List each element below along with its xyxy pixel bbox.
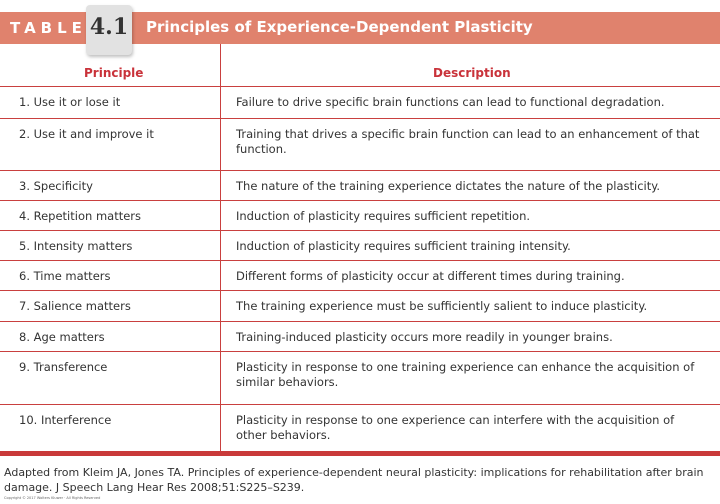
table-body: 1. Use it or lose it Failure to drive spe… bbox=[0, 86, 720, 451]
principle-cell: 5. Intensity matters bbox=[19, 239, 133, 253]
table-row: 2. Use it and improve it Training that dr… bbox=[0, 118, 720, 170]
principle-cell: 4. Repetition matters bbox=[19, 209, 142, 223]
description-cell: The training experience must be sufficie… bbox=[236, 299, 648, 313]
table-row: 4. Repetition matters Induction of plasti… bbox=[0, 200, 720, 230]
description-cell: Training that drives a specific brain fu… bbox=[236, 127, 700, 156]
table-row: 6. Time matters Different forms of plasti… bbox=[0, 260, 720, 290]
table-label: TABLE bbox=[10, 19, 87, 37]
table-row: 1. Use it or lose it Failure to drive spe… bbox=[0, 86, 720, 118]
column-header-principle: Principle bbox=[84, 66, 144, 80]
description-cell: Failure to drive specific brain function… bbox=[236, 95, 665, 109]
citation: Adapted from Kleim JA, Jones TA. Princip… bbox=[4, 466, 704, 494]
table-row: 5. Intensity matters Induction of plastic… bbox=[0, 230, 720, 260]
principle-cell: 8. Age matters bbox=[19, 330, 105, 344]
table-row: 10. Interference Plasticity in response t… bbox=[0, 404, 720, 451]
principle-cell: 3. Specificity bbox=[19, 179, 93, 193]
table-bottom-rule bbox=[0, 451, 720, 456]
description-cell: Plasticity in response to one experience… bbox=[236, 413, 675, 442]
table-row: 3. Specificity The nature of the training… bbox=[0, 170, 720, 200]
table-row: 8. Age matters Training-induced plasticit… bbox=[0, 321, 720, 351]
principle-cell: 6. Time matters bbox=[19, 269, 111, 283]
description-cell: Different forms of plasticity occur at d… bbox=[236, 269, 625, 283]
principle-cell: 2. Use it and improve it bbox=[19, 127, 154, 141]
description-cell: Induction of plasticity requires suffici… bbox=[236, 239, 571, 253]
principle-cell: 10. Interference bbox=[19, 413, 112, 427]
description-cell: The nature of the training experience di… bbox=[236, 179, 661, 193]
description-cell: Training-induced plasticity occurs more … bbox=[236, 330, 613, 344]
table-row: 7. Salience matters The training experien… bbox=[0, 290, 720, 321]
principle-cell: 7. Salience matters bbox=[19, 299, 131, 313]
table-number-box bbox=[86, 5, 132, 55]
description-cell: Plasticity in response to one training e… bbox=[236, 360, 695, 389]
column-divider bbox=[220, 44, 221, 451]
column-header-description: Description bbox=[433, 66, 511, 80]
table-row: 9. Transference Plasticity in response to… bbox=[0, 351, 720, 404]
principle-cell: 9. Transference bbox=[19, 360, 108, 374]
table-number: 4.1 bbox=[89, 14, 129, 40]
copyright: Copyright © 2017 Wolters Kluwer · All Ri… bbox=[4, 496, 101, 500]
table-title: Principles of Experience-Dependent Plast… bbox=[146, 18, 533, 36]
description-cell: Induction of plasticity requires suffici… bbox=[236, 209, 531, 223]
principle-cell: 1. Use it or lose it bbox=[19, 95, 121, 109]
